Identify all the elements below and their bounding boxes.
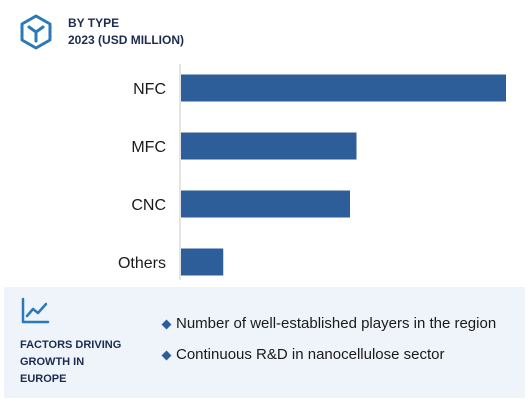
driver-text: Number of well-established players in th…	[176, 315, 497, 332]
diamond-bullet-icon	[161, 350, 172, 361]
growth-drivers-panel: FACTORS DRIVING GROWTH IN EUROPE Number …	[4, 287, 525, 398]
driver-text: Continuous R&D in nanocellulose sector	[176, 346, 445, 363]
bar-nfc	[181, 74, 506, 102]
category-label: NFC	[133, 81, 166, 98]
drivers-title: FACTORS DRIVING GROWTH IN EUROPE	[20, 337, 150, 388]
drivers-title-line: GROWTH IN	[20, 356, 85, 368]
driver-item: Number of well-established players in th…	[158, 315, 518, 348]
diamond-bullet-icon	[161, 319, 172, 330]
bar-chart-svg: NFC MFC CNC Others	[118, 64, 506, 280]
drivers-list: Number of well-established players in th…	[158, 315, 518, 379]
chart-subtitle: 2023 (USD MILLION)	[68, 33, 185, 47]
bar-mfc	[181, 132, 357, 160]
drivers-title-line: FACTORS DRIVING	[20, 339, 122, 351]
category-label: MFC	[131, 139, 166, 156]
drivers-title-line: EUROPE	[20, 373, 67, 385]
category-label: CNC	[131, 197, 166, 214]
line-chart-icon	[21, 297, 50, 324]
bar-others	[181, 248, 224, 276]
bar-cnc	[181, 190, 350, 218]
bar-chart: NFC MFC CNC Others	[0, 58, 529, 284]
chart-title: BY TYPE	[68, 16, 120, 30]
driver-item: Continuous R&D in nanocellulose sector	[158, 346, 518, 379]
category-label: Others	[118, 255, 166, 272]
cube-icon	[20, 14, 52, 50]
